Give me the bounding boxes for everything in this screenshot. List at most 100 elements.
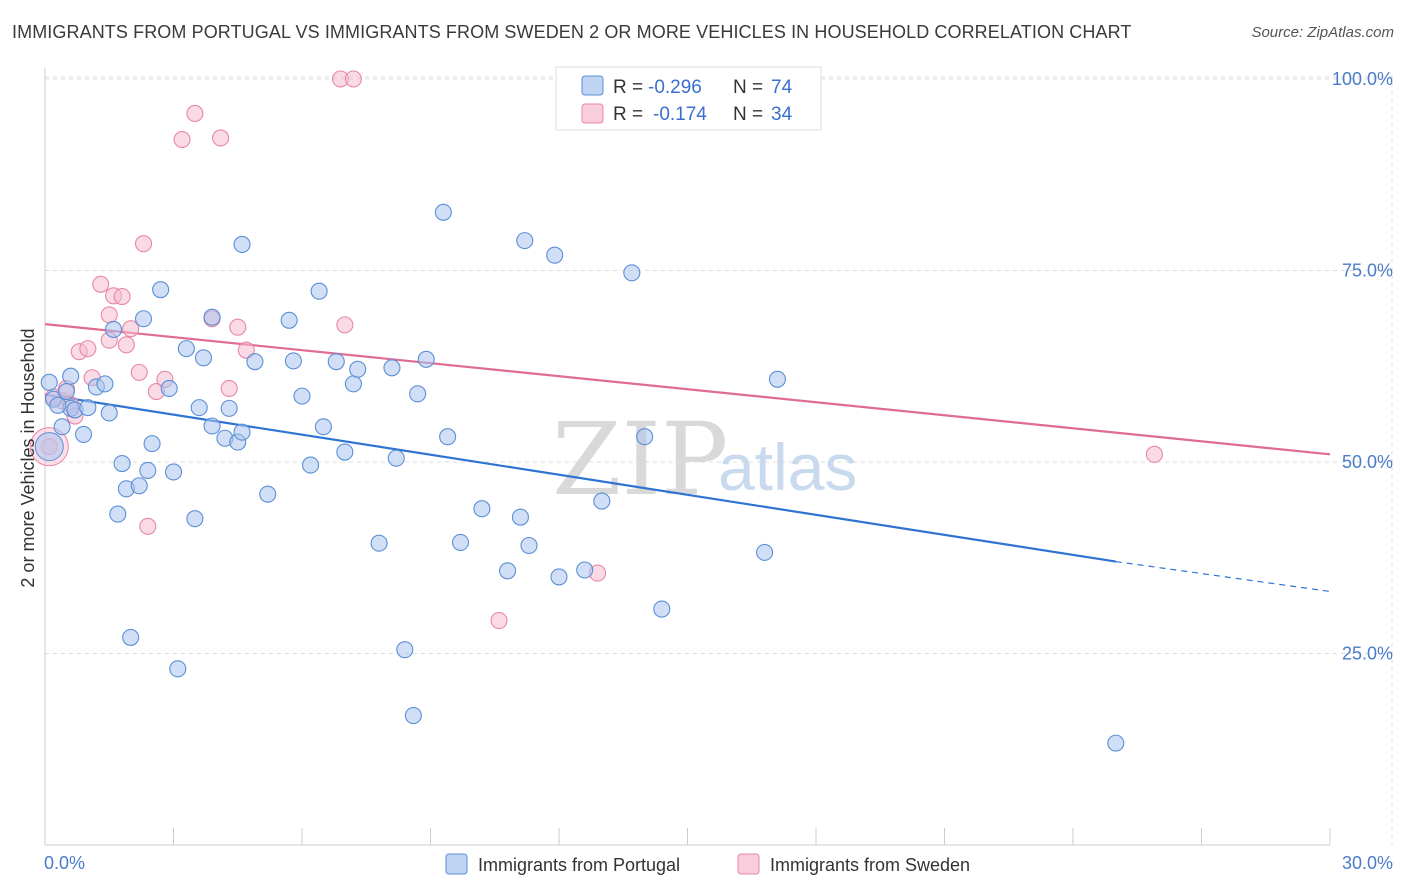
portugal-point <box>327 353 345 371</box>
legend-portugal-n-value: 74 <box>771 77 793 98</box>
portugal-point <box>344 375 362 393</box>
portugal-point <box>336 443 354 461</box>
portugal-point <box>186 510 204 528</box>
sweden-point <box>130 363 148 381</box>
portugal-point <box>434 203 452 221</box>
sweden-point <box>173 130 191 149</box>
portugal-point <box>113 454 131 473</box>
portugal-point <box>404 706 422 725</box>
portugal-point <box>396 641 414 659</box>
portugal-point <box>49 396 67 414</box>
portugal-point <box>139 461 157 479</box>
portugal-point <box>310 282 328 300</box>
top-legend: R = -0.296 N = 74 R = -0.174 N = 34 <box>555 66 822 131</box>
portugal-point <box>233 235 251 254</box>
portugal-point <box>203 308 221 326</box>
portugal-point <box>516 232 534 250</box>
portugal-point <box>439 428 457 446</box>
portugal-point <box>756 543 774 561</box>
portugal-trend-line <box>44 393 1117 563</box>
portugal-point <box>152 281 170 299</box>
watermark-zip: ZIP <box>552 401 728 518</box>
x-tick-label: 0.0% <box>44 853 85 873</box>
portugal-point <box>451 533 470 551</box>
portugal-point <box>109 505 127 523</box>
portugal-point <box>40 373 58 391</box>
sweden-point <box>490 612 508 630</box>
bottom-legend-portugal-swatch <box>445 853 468 875</box>
portugal-point <box>57 382 75 401</box>
y-tick-label: 75.0% <box>1342 261 1393 281</box>
legend-sweden-r-label: R = <box>613 104 643 125</box>
portugal-point <box>194 349 213 367</box>
x-tick-label: 30.0% <box>1342 853 1393 873</box>
portugal-point <box>62 367 80 385</box>
y-tick-label: 100.0% <box>1332 69 1393 89</box>
portugal-point <box>293 387 311 405</box>
portugal-point <box>768 370 787 388</box>
portugal-point <box>550 568 568 586</box>
sweden-point <box>336 316 354 334</box>
legend-sweden-n-value: 34 <box>771 104 793 125</box>
portugal-point <box>280 311 298 329</box>
legend-sweden-r-value: -0.174 <box>653 104 707 125</box>
portugal-point <box>134 310 153 328</box>
portugal-point <box>417 350 435 368</box>
sweden-trend-line <box>44 323 1331 456</box>
portugal-point <box>160 379 178 398</box>
portugal-point <box>169 660 187 678</box>
portugal-point <box>164 463 183 481</box>
chart-source: Source: ZipAtlas.com <box>1251 24 1394 41</box>
portugal-point <box>546 246 564 264</box>
sweden-point <box>344 70 362 88</box>
bottom-legend-sweden-swatch <box>737 853 760 875</box>
portugal-point <box>284 352 302 370</box>
sweden-point <box>117 336 135 354</box>
portugal-point <box>473 500 491 518</box>
chart-title: IMMIGRANTS FROM PORTUGAL VS IMMIGRANTS F… <box>12 22 1132 42</box>
portugal-point <box>636 428 654 446</box>
sweden-points <box>29 70 1163 630</box>
portugal-point <box>383 359 401 377</box>
legend-sweden-n-label: N = <box>733 104 763 125</box>
sweden-point <box>220 379 238 398</box>
sweden-point <box>212 129 230 147</box>
sweden-point <box>229 318 247 336</box>
y-tick-label: 50.0% <box>1342 452 1393 472</box>
portugal-point <box>314 418 332 436</box>
bottom-legend-portugal-label: Immigrants from Portugal <box>478 855 680 875</box>
legend-portugal-r-label: R = <box>613 77 643 98</box>
grid-lines <box>45 75 1393 845</box>
portugal-point <box>409 385 427 403</box>
y-axis-label: 2 or more Vehicles in Household <box>18 328 38 587</box>
portugal-point <box>53 418 71 436</box>
legend-portugal-swatch <box>581 75 604 96</box>
portugal-point <box>1107 734 1125 752</box>
portugal-point <box>349 360 367 378</box>
sweden-point <box>237 341 255 359</box>
sweden-point <box>113 287 131 306</box>
portugal-point <box>302 456 320 474</box>
portugal-point <box>130 477 148 495</box>
legend-portugal-r-value: -0.296 <box>648 77 702 98</box>
portugal-point <box>576 561 594 579</box>
portugal-point <box>79 399 97 417</box>
sweden-point <box>92 275 110 293</box>
portugal-point <box>100 404 118 422</box>
portugal-point <box>190 399 208 417</box>
portugal-point <box>387 449 405 467</box>
sweden-point <box>100 306 118 324</box>
portugal-point <box>203 417 221 435</box>
portugal-point <box>122 628 140 646</box>
portugal-point <box>143 435 161 453</box>
portugal-point-cluster <box>34 432 64 462</box>
portugal-trend-extension <box>1115 560 1331 593</box>
y-tick-label: 25.0% <box>1342 644 1393 664</box>
portugal-point <box>499 562 517 580</box>
portugal-point <box>520 536 538 555</box>
portugal-point <box>259 485 277 503</box>
portugal-points <box>34 203 1125 752</box>
legend-portugal-n-label: N = <box>733 77 763 98</box>
portugal-point <box>75 425 93 443</box>
